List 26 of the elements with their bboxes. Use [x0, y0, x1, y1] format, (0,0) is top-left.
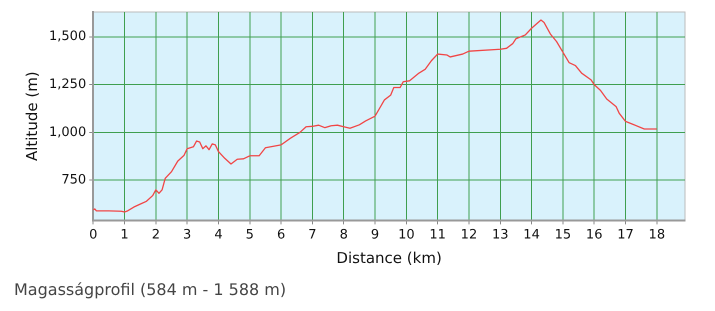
- y-tick-label: 1,000: [49, 124, 86, 140]
- text: Magasságprofil (584 m - 1 588 m): [14, 280, 286, 299]
- x-tick-label: 11: [429, 228, 446, 243]
- x-tick-label: 17: [617, 228, 634, 243]
- x-tick-label: 5: [246, 228, 254, 243]
- x-tick-label: 18: [648, 228, 666, 243]
- x-tick-label: 14: [523, 228, 540, 243]
- x-tick-label: 1: [120, 228, 129, 243]
- x-tick-label: 8: [340, 228, 348, 243]
- x-tick-label: 0: [89, 228, 98, 243]
- x-axis-title: Distance (km): [336, 248, 442, 267]
- x-tick-label: 4: [214, 228, 223, 243]
- x-tick-label: 3: [183, 228, 192, 243]
- x-tick-label: 7: [308, 228, 317, 243]
- x-tick-label: 13: [492, 228, 509, 243]
- y-tick-label: 1,250: [49, 77, 86, 92]
- x-tick-label: 9: [370, 228, 380, 243]
- x-tick-label: 16: [586, 228, 602, 243]
- x-tick-label: 10: [398, 228, 415, 243]
- y-tick-label: 750: [61, 172, 86, 188]
- x-tick-label: 2: [152, 228, 160, 243]
- x-tick-label: 6: [276, 228, 286, 243]
- x-tick-label: 15: [554, 228, 572, 243]
- x-tick-label: 12: [460, 228, 478, 243]
- y-axis-title: Altitude (m): [22, 71, 41, 162]
- y-tick-label: 1,500: [49, 29, 86, 44]
